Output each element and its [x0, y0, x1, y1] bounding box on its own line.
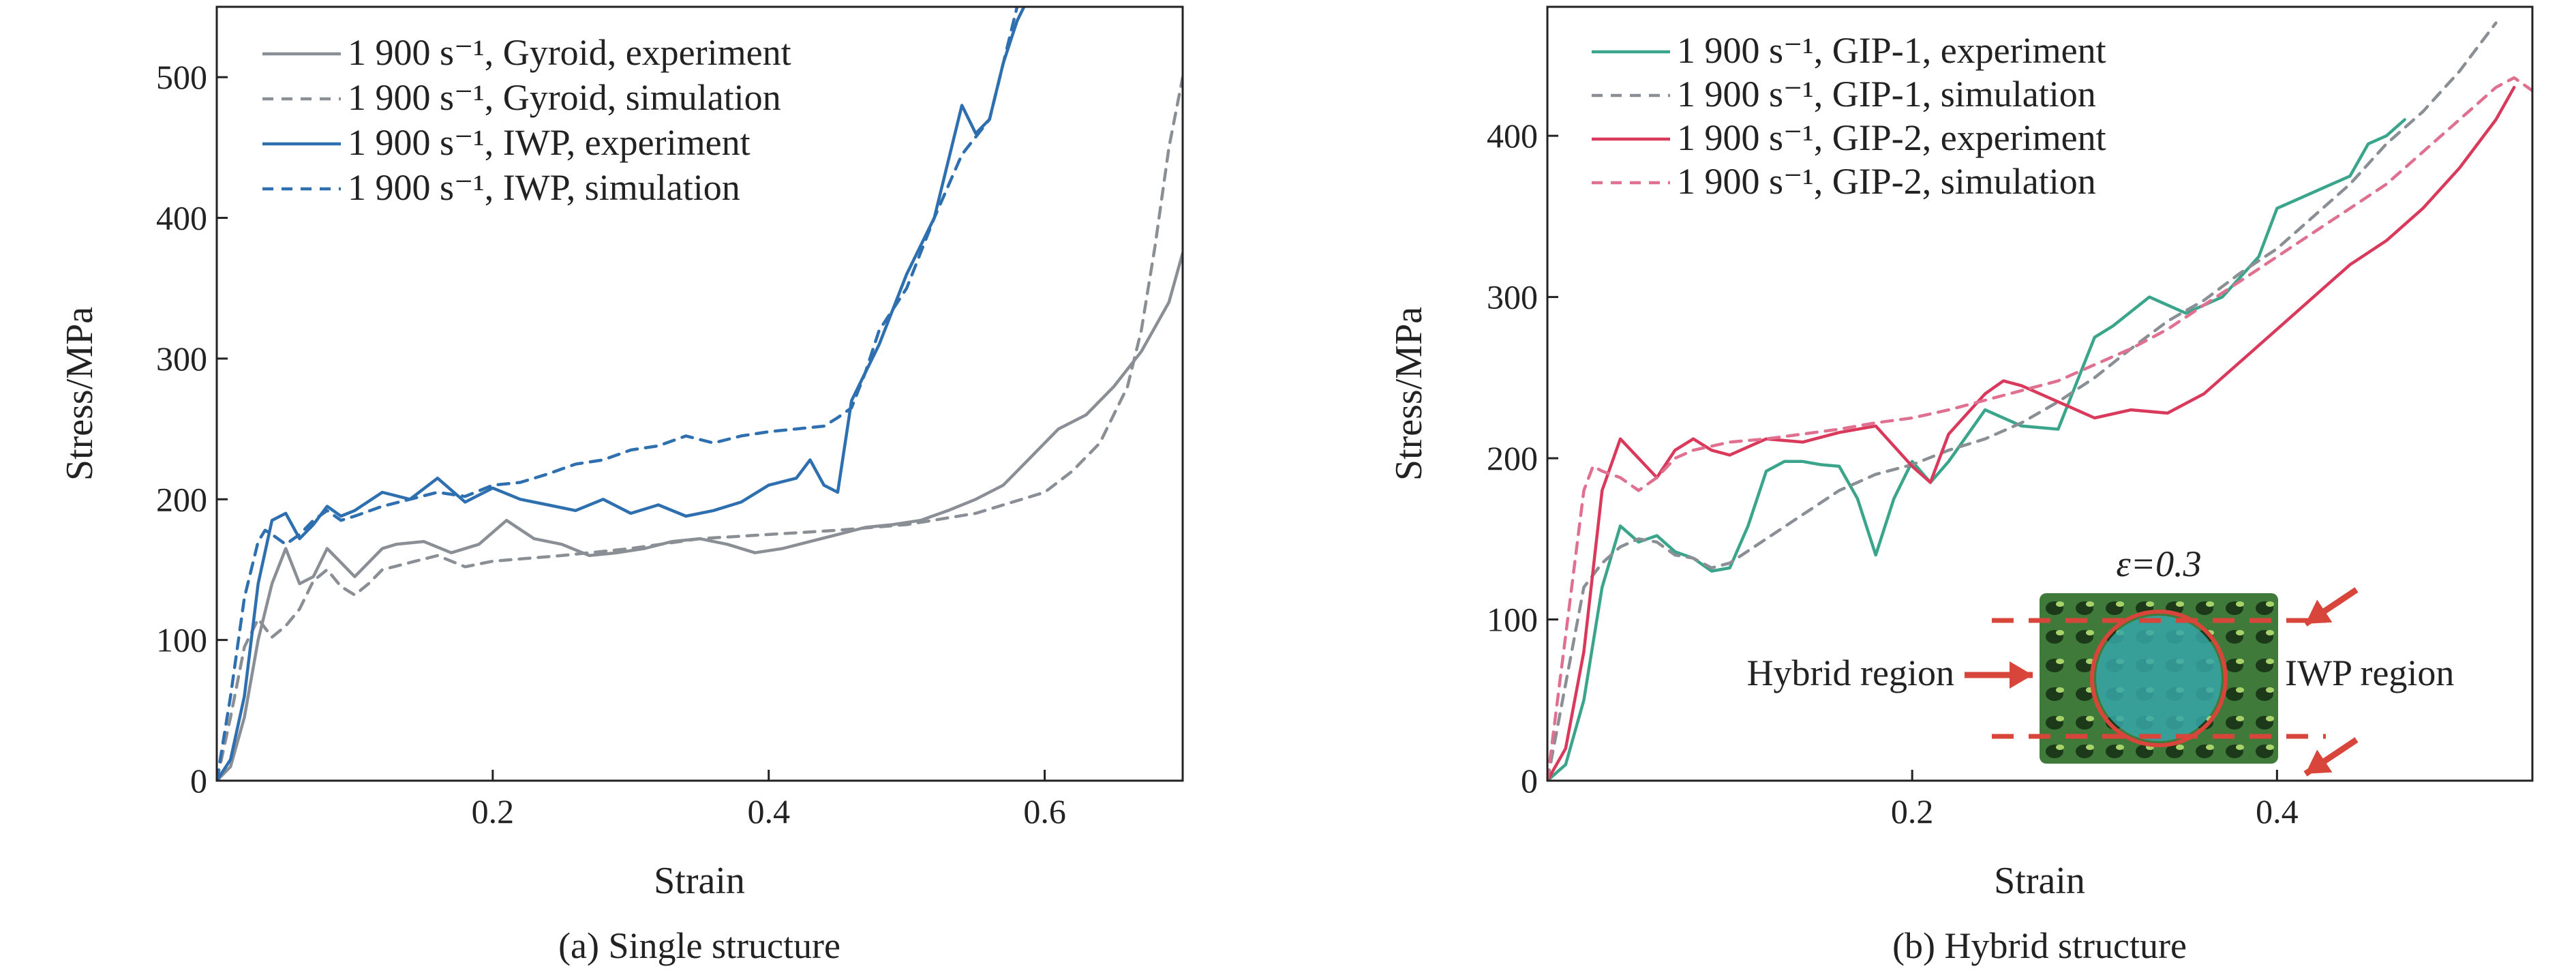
series-line-4 — [217, 7, 1019, 781]
x-axis-title: Strain — [1994, 860, 2085, 902]
y-tick-label: 200 — [156, 480, 207, 518]
panel-single-structure: 0.2 0.4 0.6 0 100 200 300 400 500 Strain Stress/MP… — [59, 5, 1184, 966]
panel-caption: (b) Hybrid structure — [1892, 925, 2187, 966]
y-tick-label: 100 — [156, 621, 207, 659]
panel-hybrid-structure: 0.2 0.4 0 100 200 300 400 Strain Stress/MPa (b) H… — [1388, 5, 2534, 966]
y-tick-label: 500 — [156, 58, 207, 96]
y-tick-label: 400 — [156, 199, 207, 237]
series-line-2 — [217, 75, 1183, 781]
legend-entry: 1 900 s⁻¹, GIP-2, simulation — [1677, 161, 2096, 202]
legend-entry: 1 900 s⁻¹, IWP, simulation — [348, 167, 740, 208]
y-tick-label: 100 — [1487, 601, 1538, 639]
x-axis-title: Strain — [654, 860, 745, 902]
hybrid-region-label: Hybrid region — [1747, 652, 1954, 693]
legend-entry: 1 900 s⁻¹, GIP-1, experiment — [1677, 30, 2106, 71]
plot-frame — [215, 5, 1184, 782]
legend-entry: 1 900 s⁻¹, IWP, experiment — [348, 122, 751, 163]
y-axis-title: Stress/MPa — [59, 307, 101, 481]
iwp-region-label: IWP region — [2285, 652, 2454, 693]
x-tick-label: 0.2 — [1891, 792, 1934, 830]
y-axis-title: Stress/MPa — [1388, 307, 1430, 481]
panel-caption: (a) Single structure — [558, 925, 840, 966]
series-line-1 — [217, 251, 1183, 781]
y-tick-label: 300 — [1487, 278, 1538, 316]
series-line-2 — [1547, 21, 2498, 781]
series-line-3 — [1547, 85, 2516, 781]
lattice-image — [1992, 593, 2326, 764]
legend-entry: 1 900 s⁻¹, GIP-2, experiment — [1677, 117, 2106, 158]
series-line-1 — [1547, 118, 2406, 781]
plot-frame — [1546, 5, 2534, 782]
y-tick-label: 400 — [1487, 117, 1538, 155]
x-tick-label: 0.4 — [2256, 792, 2299, 830]
series-line-4 — [1547, 76, 2532, 781]
arrow-icons — [1965, 587, 2359, 777]
y-tick-label: 0 — [1521, 762, 1538, 800]
series-line-3 — [217, 7, 1026, 781]
x-tick-label: 0.4 — [747, 792, 790, 830]
y-tick-label: 0 — [190, 762, 207, 800]
y-tick-label: 200 — [1487, 439, 1538, 477]
legend-entry: 1 900 s⁻¹, GIP-1, simulation — [1677, 74, 2096, 115]
strain-label: ε=0.3 — [2116, 543, 2201, 584]
legend-entry: 1 900 s⁻¹, Gyroid, simulation — [348, 77, 781, 118]
x-tick-label: 0.2 — [472, 792, 515, 830]
inset-annotation: ε=0.3 Hybrid region IWP region — [1747, 543, 2454, 777]
y-tick-label: 300 — [156, 340, 207, 378]
legend-entry: 1 900 s⁻¹, Gyroid, experiment — [348, 32, 791, 73]
x-tick-label: 0.6 — [1023, 792, 1066, 830]
